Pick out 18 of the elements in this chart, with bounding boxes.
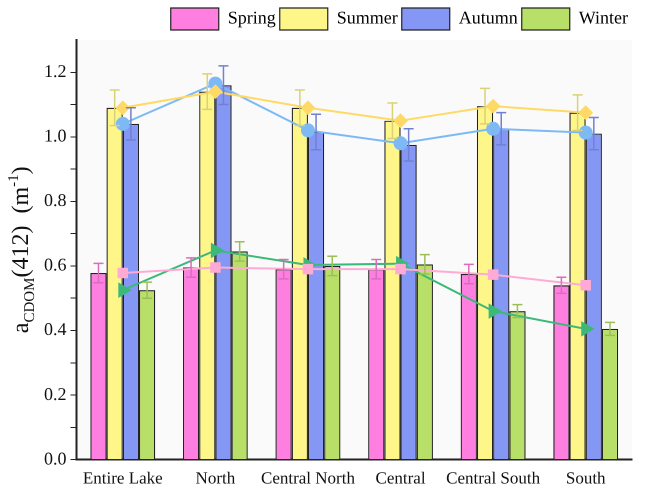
legend-label: Spring	[228, 8, 276, 28]
y-axis-title: aCDOM(412) (m-1)	[6, 166, 38, 334]
legend-label: Summer	[336, 8, 398, 28]
legend-label: Autumn	[458, 8, 518, 28]
y-tick-label: 0.2	[44, 384, 66, 404]
x-tick-label: Entire Lake	[82, 468, 163, 488]
x-tick-label: Central North	[260, 468, 356, 488]
y-tick-label: 1.0	[44, 126, 66, 146]
y-tick-label: 0.6	[44, 254, 66, 275]
x-tick-label: North	[196, 468, 236, 488]
y-tick-label: 0.4	[44, 319, 66, 340]
y-tick-label: 0.0	[44, 448, 66, 468]
x-tick-label: Central	[376, 468, 426, 488]
x-tick-label: South	[566, 468, 606, 488]
y-tick-label: 0.8	[44, 190, 66, 210]
legend-label: Winter	[578, 8, 628, 28]
x-tick-label: Central South	[446, 468, 541, 488]
y-tick-label: 1.2	[44, 61, 66, 82]
